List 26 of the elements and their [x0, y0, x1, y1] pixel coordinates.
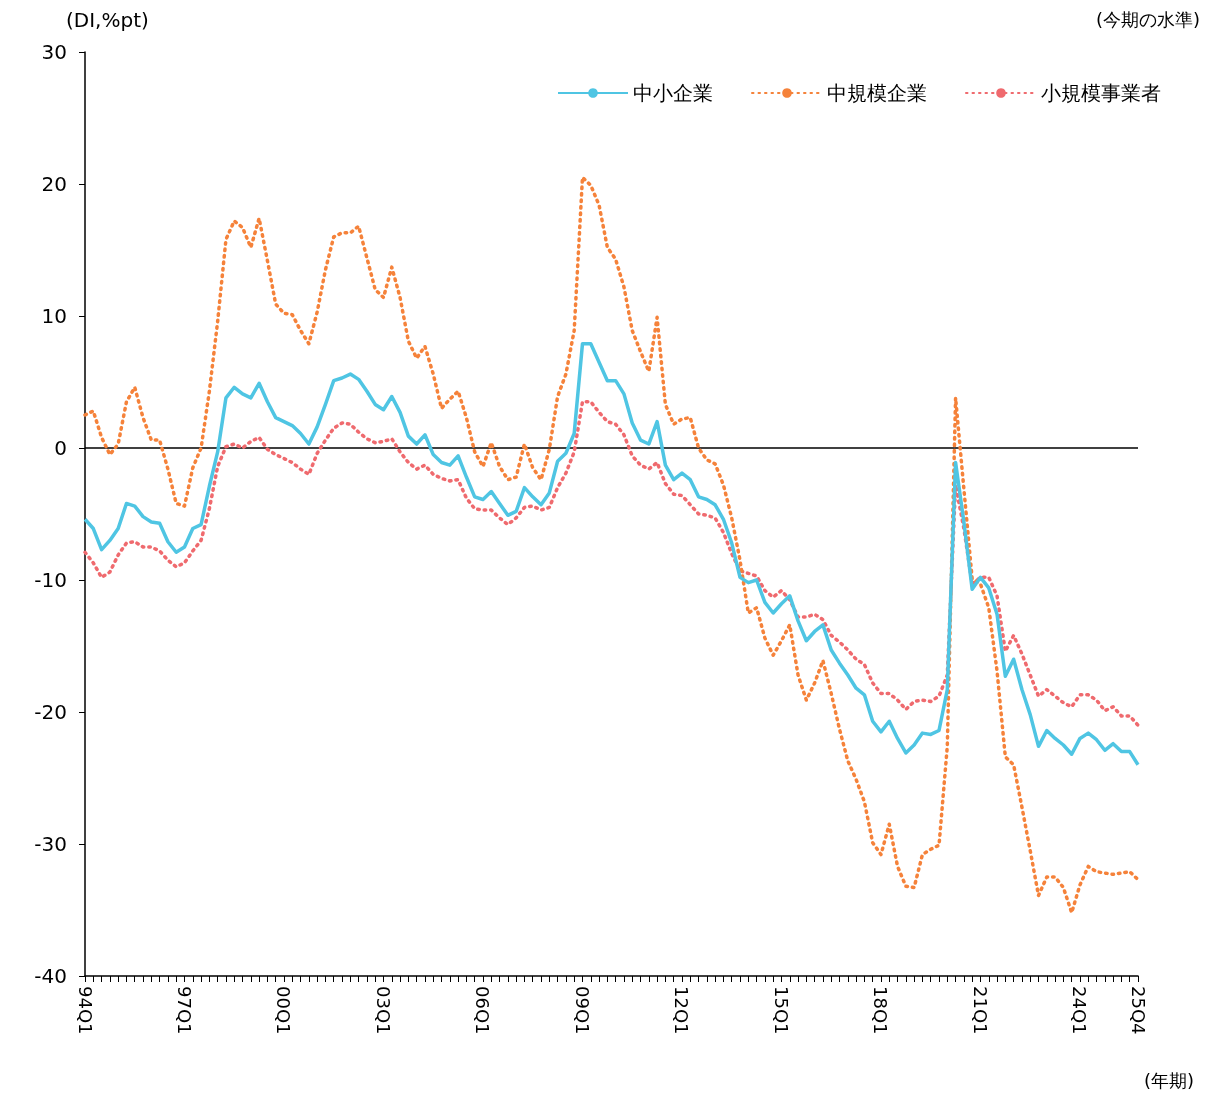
y-tick-label: -40: [34, 964, 67, 988]
x-tick-label: 18Q1: [870, 986, 892, 1035]
y-tick-label: 0: [54, 436, 67, 460]
y-tick-label: -20: [34, 700, 67, 724]
y-tick-label: -30: [34, 832, 67, 856]
y-tick-label: -10: [34, 568, 67, 592]
y-tick-label: 20: [41, 172, 67, 196]
text: (今期の水準): [1095, 8, 1200, 30]
x-tick-label: 15Q1: [770, 986, 792, 1035]
legend-label: 中小企業: [633, 81, 713, 105]
x-tick-label: 12Q1: [671, 986, 693, 1035]
x-tick-label: 97Q1: [174, 986, 195, 1035]
legend-label: 小規模事業者: [1041, 81, 1161, 105]
x-axis-title: (年期): [1143, 1069, 1194, 1091]
x-tick-label: 00Q1: [273, 986, 295, 1035]
y-tick-label: 30: [41, 40, 67, 64]
x-tick-label: 24Q1: [1069, 986, 1091, 1035]
x-tick-label: 09Q1: [571, 986, 593, 1035]
x-tick-label: 94Q1: [74, 986, 96, 1035]
x-tick-label: 03Q1: [372, 986, 394, 1035]
x-tick-label: 21Q1: [969, 986, 991, 1035]
legend-label: 中規模企業: [827, 81, 927, 105]
y-tick-label: 10: [41, 304, 67, 328]
x-tick-label: 06Q1: [472, 986, 494, 1035]
x-tick-label: 25Q4: [1127, 986, 1149, 1035]
y-axis-title: (DI,%pt): [66, 8, 149, 32]
